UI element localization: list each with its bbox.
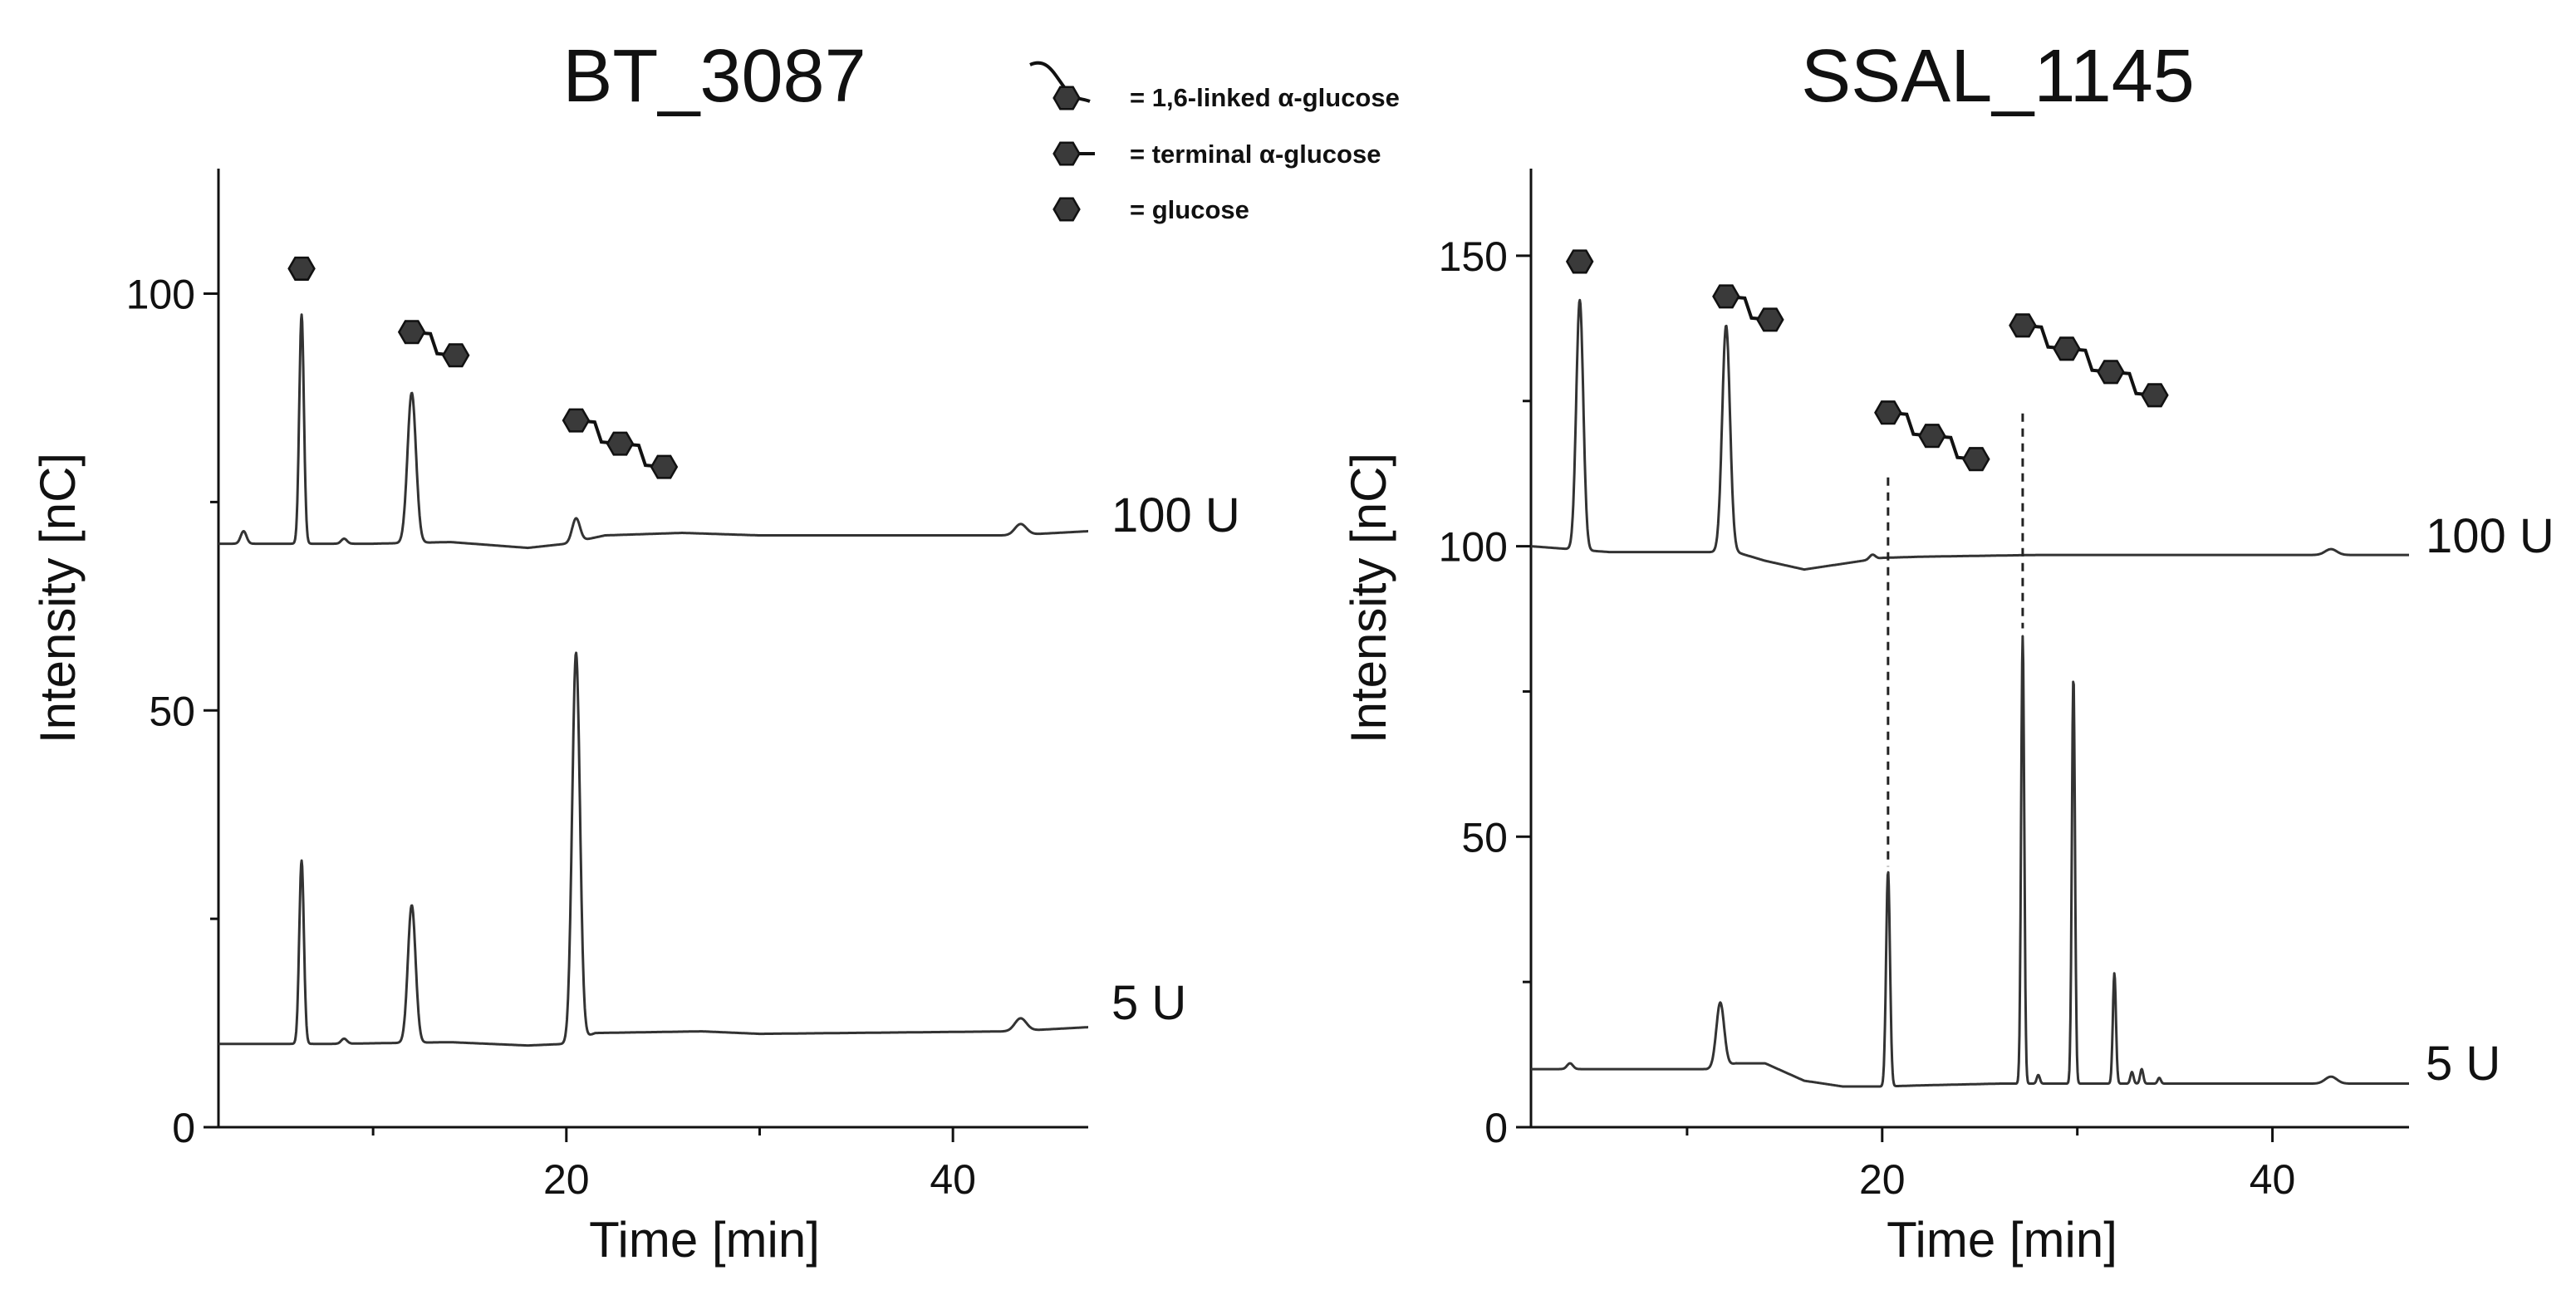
glucose-hexagon-icon (562, 408, 591, 433)
y-tick-label: 0 (172, 1105, 195, 1151)
legend-item-glucose: = glucose (1052, 195, 1249, 224)
x-axis-label-right: Time [min] (1887, 1212, 2117, 1268)
y-axis-label-right: Intensity [nC] (1341, 453, 1396, 743)
trace-5u (1530, 635, 2410, 1088)
glycan-annotation-isomaltotriose (1874, 400, 1990, 472)
trace-5u (218, 651, 1089, 1047)
x-tick-label: 20 (1859, 1156, 1906, 1203)
glucose-hexagon-icon (1712, 284, 1740, 309)
glucose-hexagon-icon (650, 454, 679, 479)
legend-label-glucose: = glucose (1130, 195, 1249, 224)
chromatogram-plot-left: 20 40 0 50 100 100 U 5 U (126, 169, 1240, 1203)
series-label: 5 U (1111, 976, 1186, 1030)
trace-100u (1530, 298, 2410, 571)
glucose-hexagon-icon (1756, 307, 1784, 332)
y-axis-label-left: Intensity [nC] (30, 453, 86, 743)
y-tick-label: 100 (126, 272, 195, 318)
glycan-annotation-glucose (287, 256, 316, 281)
glucose-hexagon-icon (2097, 360, 2125, 385)
glucose-hexagon-icon (1566, 249, 1594, 274)
x-axis-label-left: Time [min] (589, 1212, 820, 1268)
terminal-glucose-icon (1052, 141, 1081, 166)
glucose-hexagon-icon (606, 431, 635, 456)
legend-item-linked: = 1,6-linked α-glucose (1029, 61, 1400, 112)
glucose-icon (1052, 197, 1081, 222)
x-tick-label: 40 (2250, 1156, 2296, 1203)
glucose-hexagon-icon (2141, 383, 2169, 408)
y-tick-label: 50 (149, 688, 195, 734)
glycan-annotation-isomaltotetraose (2009, 313, 2169, 408)
y-tick-label: 150 (1439, 233, 1508, 280)
chromatogram-plot-right: 20 40 0 50 100 150 100 U 5 U (1439, 169, 2554, 1203)
glucose-hexagon-icon (398, 320, 426, 345)
linked-glucose-hexagon (1052, 86, 1081, 110)
series-label: 100 U (2426, 509, 2554, 563)
glucose-hexagon-icon (442, 343, 470, 368)
glucose-hexagon-icon (1962, 447, 1990, 472)
glucose-hexagon-icon (1874, 400, 1902, 425)
x-tick-label: 20 (543, 1156, 590, 1203)
glucose-hexagon-icon (2053, 336, 2081, 361)
y-tick-label: 50 (1461, 814, 1508, 861)
y-tick-label: 100 (1439, 524, 1508, 571)
glycan-annotation-isomaltose (398, 320, 470, 368)
series-label: 5 U (2426, 1037, 2500, 1091)
legend-label-linked: = 1,6-linked α-glucose (1130, 83, 1400, 112)
chart-title-left: BT_3087 (562, 35, 866, 118)
trace-100u (218, 313, 1089, 550)
glucose-hexagon-icon (287, 256, 316, 281)
x-tick-label: 40 (930, 1156, 976, 1203)
legend-item-terminal: = terminal α-glucose (1052, 140, 1381, 169)
legend: = 1,6-linked α-glucose = terminal α-gluc… (1029, 61, 1400, 224)
series-label: 100 U (1111, 488, 1240, 542)
chart-title-right: SSAL_1145 (1801, 35, 2195, 118)
glycan-annotation-isomaltose (1712, 284, 1784, 332)
glucose-hexagon-icon (1918, 424, 1946, 449)
glycan-annotation-isomaltotriose (562, 408, 679, 479)
legend-label-terminal: = terminal α-glucose (1130, 140, 1381, 169)
glucose-hexagon-icon (2009, 313, 2037, 338)
y-tick-label: 0 (1484, 1105, 1508, 1151)
glycan-annotation-glucose (1566, 249, 1594, 274)
